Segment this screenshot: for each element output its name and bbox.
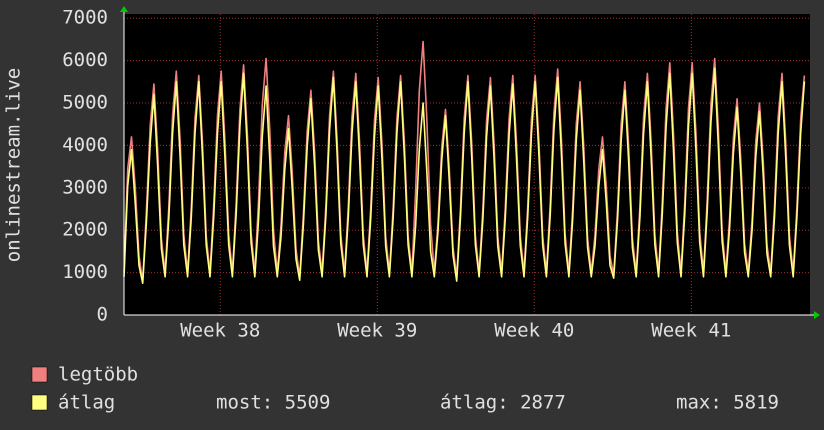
legend-label: legtöbb [58, 364, 138, 386]
x-tick-label: Week 41 [651, 320, 731, 342]
series-line [123, 67, 806, 284]
y-tick-label: 1000 [62, 261, 108, 283]
legend: legtöbb átlag most: 5509 átlag: 2877 max: 58… [31, 364, 779, 414]
y-tick-label: 7000 [62, 7, 108, 29]
legend-stat: max: 5819 [676, 392, 779, 414]
grid [124, 14, 810, 316]
legend-label: átlag [58, 392, 115, 414]
y-tick-label: 4000 [62, 134, 108, 156]
x-tick-label: Week 40 [494, 320, 574, 342]
plot-area [124, 14, 810, 315]
legend-swatch [31, 394, 48, 411]
y-tick-label: 6000 [62, 49, 108, 71]
x-axis-arrow [814, 311, 820, 319]
y-tick-label: 2000 [62, 219, 108, 241]
y-tick-label: 0 [97, 304, 108, 326]
y-tick-label: 5000 [62, 92, 108, 114]
x-tick-label: Week 39 [337, 320, 417, 342]
lines [123, 40, 806, 284]
legend-stat: most: 5509 [216, 392, 330, 414]
legend-swatch [31, 366, 48, 383]
y-axis-arrow [120, 6, 128, 12]
x-tick-label: Week 38 [180, 320, 260, 342]
y-axis-label: onlinestream.live [3, 68, 25, 262]
y-tick-label: 3000 [62, 176, 108, 198]
legend-stat: átlag: 2877 [440, 392, 566, 414]
